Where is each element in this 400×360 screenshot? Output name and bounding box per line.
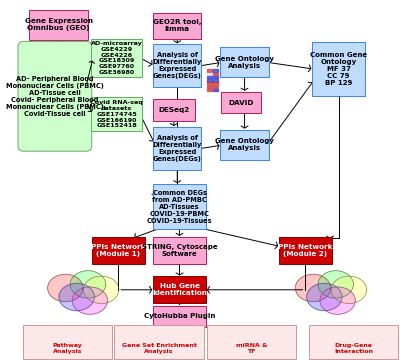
Polygon shape	[59, 283, 94, 311]
Polygon shape	[320, 287, 355, 314]
FancyBboxPatch shape	[153, 276, 206, 303]
Bar	[207, 89, 212, 91]
FancyBboxPatch shape	[153, 99, 195, 121]
FancyBboxPatch shape	[153, 184, 206, 229]
Text: Gene Expression
Omnibus (GEO): Gene Expression Omnibus (GEO)	[25, 18, 93, 31]
FancyBboxPatch shape	[279, 237, 332, 264]
FancyBboxPatch shape	[220, 130, 269, 160]
Text: AD- Peripheral Blood
Mononuclear Cells (PBMC)
AD-Tissue cell
Covid- Peripheral B: AD- Peripheral Blood Mononuclear Cells (…	[6, 76, 104, 117]
Text: Common Gene
Ontology
MF 37
CC 79
BP 129: Common Gene Ontology MF 37 CC 79 BP 129	[310, 52, 367, 86]
Text: GEO2R tool,
limma: GEO2R tool, limma	[153, 19, 202, 32]
Polygon shape	[307, 283, 342, 311]
Bar	[213, 86, 218, 88]
Bar	[207, 73, 212, 75]
Bar	[213, 76, 218, 78]
FancyBboxPatch shape	[18, 41, 92, 151]
Bar	[207, 76, 212, 78]
Polygon shape	[295, 274, 331, 302]
FancyBboxPatch shape	[207, 325, 296, 359]
FancyBboxPatch shape	[91, 97, 142, 131]
Text: Gene Ontology
Analysis: Gene Ontology Analysis	[215, 138, 274, 152]
Text: PPIs Network
(Module 2): PPIs Network (Module 2)	[278, 244, 333, 257]
Polygon shape	[48, 274, 83, 302]
Text: DESeq2: DESeq2	[158, 107, 190, 113]
Polygon shape	[318, 271, 353, 298]
Text: Gene Ontology
Analysis: Gene Ontology Analysis	[215, 55, 274, 69]
Text: Analysis of
Differentially
Expressed
Genes(DEGs): Analysis of Differentially Expressed Gen…	[152, 135, 202, 162]
Bar	[213, 82, 218, 85]
Text: DAVID: DAVID	[229, 100, 254, 105]
Bar	[207, 86, 212, 88]
FancyBboxPatch shape	[114, 325, 204, 359]
Text: CytoHubba Plugin: CytoHubba Plugin	[144, 313, 215, 319]
Text: Gene Set Enrichment
Analysis: Gene Set Enrichment Analysis	[122, 343, 196, 354]
Bar	[207, 69, 212, 72]
Text: STRING, Cytoscape
Software: STRING, Cytoscape Software	[142, 244, 217, 257]
Bar	[213, 89, 218, 91]
Polygon shape	[84, 276, 119, 303]
Text: PPIs Network
(Module 1): PPIs Network (Module 1)	[91, 244, 146, 257]
Bar	[213, 73, 218, 75]
Bar	[207, 79, 212, 82]
FancyBboxPatch shape	[153, 127, 202, 170]
Text: Drug-Gene
Interaction: Drug-Gene Interaction	[334, 343, 373, 354]
Bar	[213, 69, 218, 72]
Text: Pathway
Analysis: Pathway Analysis	[52, 343, 82, 354]
FancyBboxPatch shape	[153, 237, 206, 264]
FancyBboxPatch shape	[29, 10, 88, 40]
Text: Analysis of
Differentially
Expressed
Genes(DEGs): Analysis of Differentially Expressed Gen…	[152, 53, 202, 80]
FancyBboxPatch shape	[153, 44, 202, 87]
Text: Common DEGs
from AD-PMBC
AD-Tissues
COVID-19-PBMC
COVID-19-Tissues: Common DEGs from AD-PMBC AD-Tissues COVI…	[147, 190, 212, 224]
Text: AD-microarray
GSE4229
GSE4226
GSE18309
GSE97760
GSE36980: AD-microarray GSE4229 GSE4226 GSE18309 G…	[91, 41, 142, 75]
FancyBboxPatch shape	[153, 13, 202, 39]
FancyBboxPatch shape	[153, 306, 206, 327]
FancyBboxPatch shape	[220, 47, 269, 77]
FancyBboxPatch shape	[91, 39, 142, 77]
FancyBboxPatch shape	[22, 325, 112, 359]
Text: Hub Gene
Identification: Hub Gene Identification	[152, 283, 207, 297]
FancyBboxPatch shape	[92, 237, 145, 264]
FancyBboxPatch shape	[309, 325, 398, 359]
Text: miRNA &
TF: miRNA & TF	[236, 343, 267, 354]
Text: Covid RNA-seq
datasets
GSE174745
GSE166190
GSE152418: Covid RNA-seq datasets GSE174745 GSE1661…	[90, 100, 143, 129]
FancyBboxPatch shape	[222, 92, 261, 113]
Polygon shape	[70, 271, 106, 298]
Polygon shape	[72, 287, 108, 314]
Polygon shape	[331, 276, 367, 303]
Bar	[213, 79, 218, 82]
Bar	[207, 82, 212, 85]
FancyBboxPatch shape	[312, 42, 365, 96]
